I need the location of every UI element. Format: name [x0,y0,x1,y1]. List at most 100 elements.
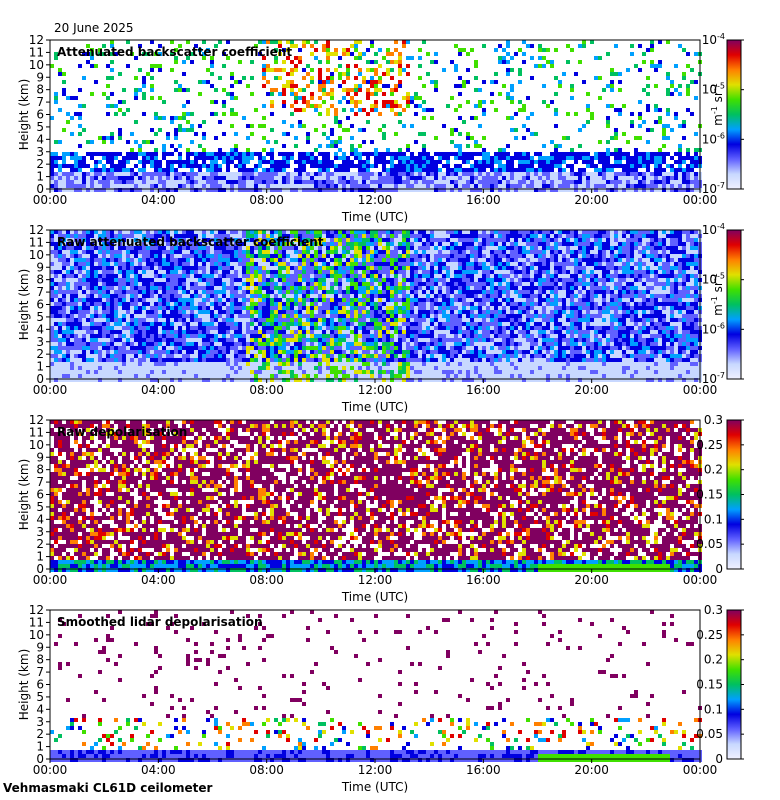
y-tick-label: 9 [36,640,44,654]
y-tick-label: 6 [36,108,44,122]
colorbar-tick-exponent: -6 [717,321,725,330]
y-tick-label: 12 [29,223,44,237]
colorbar-tick-exponent: -6 [717,131,725,140]
colorbar-tick-label: 0.05 [696,537,723,551]
y-axis-label: Height (km) [17,79,31,150]
panel-2: Raw attenuated backscatter coefficient01… [17,222,744,414]
colorbar-tick-exponent: -7 [717,181,725,190]
y-tick-label: 10 [29,438,44,452]
x-tick-label: 12:00 [358,763,393,777]
y-tick-label: 8 [36,273,44,287]
y-tick-label: 5 [36,120,44,134]
y-tick-label: 11 [29,615,44,629]
heatmap-texture [50,230,702,382]
x-tick-label: 00:00 [33,573,68,587]
y-tick-label: 0 [36,372,44,386]
x-tick-label: 04:00 [141,763,176,777]
x-tick-label: 12:00 [358,383,393,397]
x-tick-label: 16:00 [466,383,501,397]
y-tick-label: 3 [36,715,44,729]
colorbar-gradient [727,230,741,379]
panel-title: Attenuated backscatter coefficient [57,45,292,59]
y-axis-label: Height (km) [17,649,31,720]
heatmap-texture [50,420,702,572]
y-tick-label: 9 [36,260,44,274]
colorbar-tick-label: 0.2 [704,653,723,667]
x-tick-label: 00:00 [683,763,718,777]
x-tick-label: 00:00 [33,763,68,777]
y-tick-label: 5 [36,310,44,324]
y-tick-label: 7 [36,665,44,679]
y-tick-label: 3 [36,335,44,349]
y-tick-label: 9 [36,450,44,464]
x-tick-label: 04:00 [141,573,176,587]
colorbar-frame [726,229,742,380]
y-tick-label: 7 [36,475,44,489]
x-tick-label: 00:00 [683,383,718,397]
x-tick-label: 20:00 [574,193,609,207]
footer-label: Vehmasmaki CL61D ceilometer [3,781,213,795]
colorbar-tick-label: 0.15 [696,488,723,502]
colorbar-tick-label: 10-7 [702,371,725,386]
x-tick-label: 08:00 [249,573,284,587]
x-tick-label: 08:00 [249,193,284,207]
heatmap-texture [50,40,702,192]
x-tick-label: 04:00 [141,193,176,207]
colorbar-tick-label: 0.1 [704,702,723,716]
colorbar-frame [726,39,742,190]
x-tick-label: 04:00 [141,383,176,397]
y-tick-label: 1 [36,360,44,374]
y-tick-label: 11 [29,235,44,249]
colorbar-tick-label: 10-6 [702,131,725,146]
y-tick-label: 7 [36,285,44,299]
colorbar-tick-label: 0 [715,752,723,766]
y-tick-label: 5 [36,500,44,514]
panel-4: Smoothed lidar depolarisation01234567891… [17,603,744,794]
y-tick-label: 8 [36,83,44,97]
y-tick-label: 4 [36,322,44,336]
panel-title: Raw depolarisation [57,425,187,439]
colorbar-tick-exponent: -4 [717,32,725,41]
x-tick-label: 00:00 [33,383,68,397]
colorbar-tick-label: 0.1 [704,512,723,526]
colorbar-tick-exponent: -5 [717,82,725,91]
panel-title: Raw attenuated backscatter coefficient [57,235,324,249]
colorbar-tick-label: 10-6 [702,321,725,336]
y-tick-label: 0 [36,182,44,196]
y-tick-label: 12 [29,603,44,617]
x-tick-label: 08:00 [249,383,284,397]
y-tick-label: 1 [36,170,44,184]
colorbar-tick-exponent: -7 [717,371,725,380]
colorbar-tick-exponent: -5 [717,272,725,281]
x-axis-label: Time (UTC) [341,400,408,414]
y-tick-label: 4 [36,512,44,526]
plot-area [50,610,700,759]
colorbar-tick-label: 0 [715,562,723,576]
panel-title: Smoothed lidar depolarisation [57,615,263,629]
colorbar-tick-exponent: -4 [717,222,725,231]
y-tick-label: 10 [29,628,44,642]
colorbar: 0 0.05 0.1 0.15 0.2 0.25 0.3 [696,413,744,576]
y-axis-label: Height (km) [17,269,31,340]
y-tick-label: 2 [36,157,44,171]
x-tick-label: 16:00 [466,193,501,207]
y-tick-label: 11 [29,425,44,439]
colorbar-tick-label: 0.25 [696,438,723,452]
x-tick-label: 08:00 [249,763,284,777]
y-tick-label: 0 [36,562,44,576]
y-tick-label: 6 [36,488,44,502]
y-tick-label: 2 [36,347,44,361]
y-tick-label: 3 [36,145,44,159]
colorbar-gradient [727,420,741,569]
y-tick-label: 1 [36,740,44,754]
x-axis-label: Time (UTC) [341,590,408,604]
y-tick-label: 12 [29,413,44,427]
y-tick-label: 5 [36,690,44,704]
x-tick-label: 20:00 [574,573,609,587]
y-tick-label: 4 [36,702,44,716]
y-tick-label: 10 [29,58,44,72]
y-tick-label: 10 [29,248,44,262]
x-tick-label: 16:00 [466,763,501,777]
x-tick-label: 16:00 [466,573,501,587]
